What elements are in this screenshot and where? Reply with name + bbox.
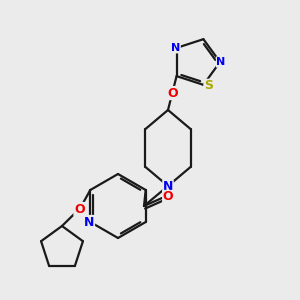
Text: N: N: [84, 215, 94, 229]
Text: N: N: [216, 57, 226, 67]
Text: O: O: [163, 190, 173, 203]
Text: S: S: [204, 79, 213, 92]
Text: O: O: [74, 202, 85, 215]
Text: N: N: [163, 181, 173, 194]
Text: N: N: [171, 43, 180, 53]
Text: O: O: [167, 87, 178, 100]
